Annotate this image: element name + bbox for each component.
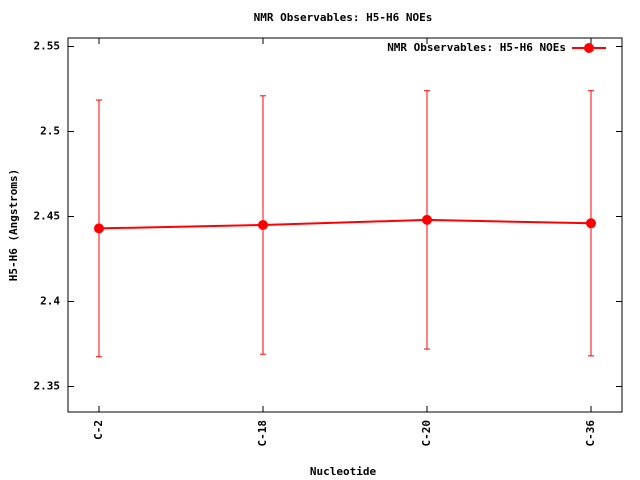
y-axis-label: H5-H6 (Angstroms)	[7, 169, 20, 282]
data-line	[98, 218, 592, 230]
x-axis-label: Nucleotide	[310, 465, 377, 478]
data-point	[258, 220, 268, 230]
x-tick-label: C-36	[584, 420, 597, 447]
legend-marker	[584, 43, 594, 53]
data-point	[422, 214, 432, 225]
y-tick-label: 2.4	[40, 295, 60, 308]
legend-label: NMR Observables: H5-H6 NOEs	[387, 41, 566, 54]
x-tick-label: C-18	[256, 420, 269, 447]
y-tick-label: 2.35	[34, 380, 61, 393]
data-point	[94, 223, 104, 234]
chart-title: NMR Observables: H5-H6 NOEs	[254, 11, 433, 24]
y-tick-label: 2.5	[40, 125, 60, 138]
y-tick-label: 2.55	[34, 40, 61, 53]
x-tick-label: C-20	[420, 420, 433, 447]
data-point	[586, 218, 596, 229]
y-tick-label: 2.45	[34, 210, 61, 223]
plot-frame	[67, 37, 623, 413]
x-tick-label: C-2	[92, 420, 105, 440]
